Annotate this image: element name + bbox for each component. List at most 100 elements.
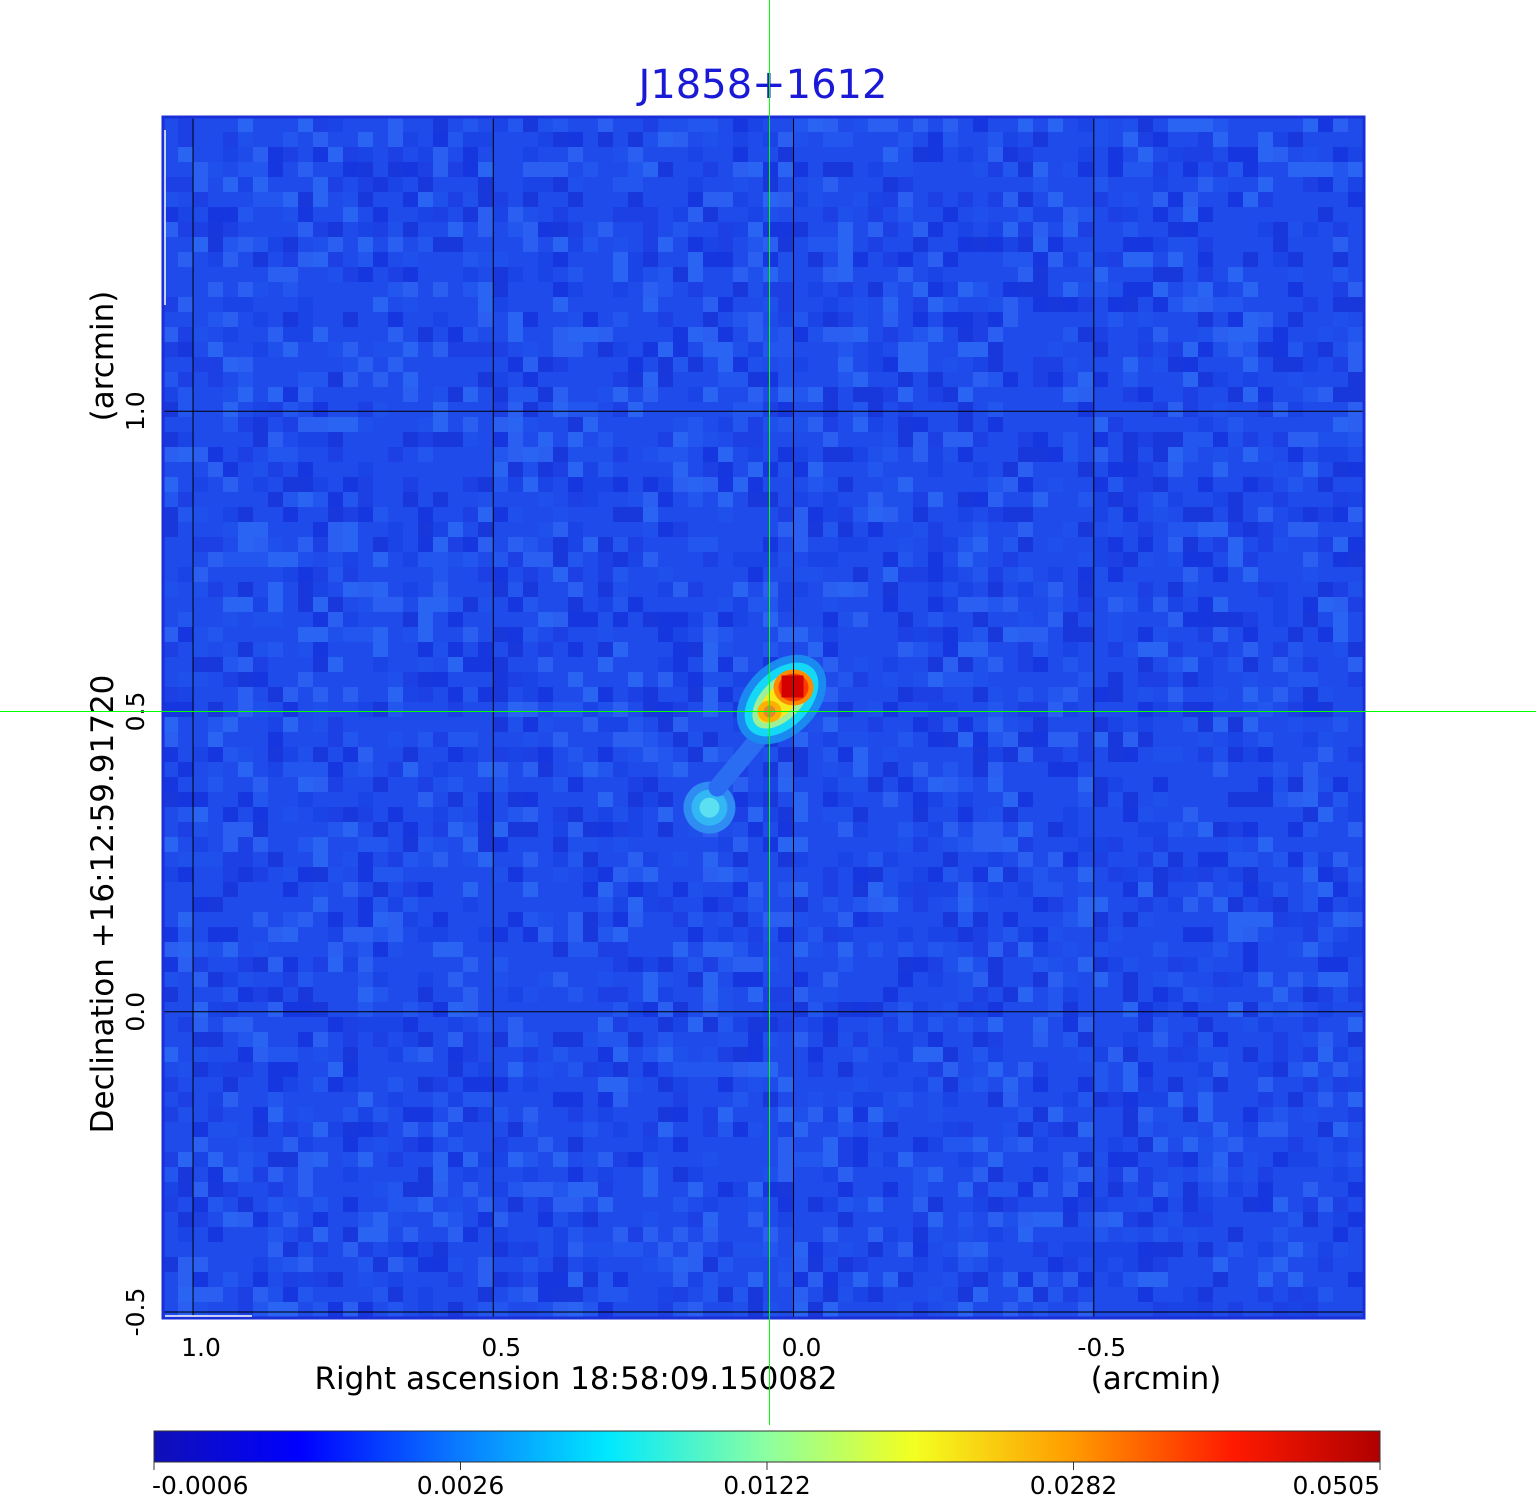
noise-pixel bbox=[283, 1047, 298, 1062]
noise-pixel bbox=[838, 747, 853, 762]
noise-pixel bbox=[253, 627, 268, 642]
noise-pixel bbox=[493, 747, 508, 762]
noise-pixel bbox=[1108, 477, 1123, 492]
noise-pixel bbox=[613, 807, 628, 822]
noise-pixel bbox=[1228, 747, 1243, 762]
noise-pixel bbox=[1108, 597, 1123, 612]
noise-pixel bbox=[448, 1002, 463, 1017]
noise-pixel bbox=[808, 852, 823, 867]
noise-pixel bbox=[958, 1287, 973, 1302]
noise-pixel bbox=[298, 1227, 313, 1242]
noise-pixel bbox=[1273, 1062, 1288, 1077]
noise-pixel bbox=[313, 477, 328, 492]
noise-pixel bbox=[1318, 207, 1333, 222]
noise-pixel bbox=[913, 432, 928, 447]
noise-pixel bbox=[703, 432, 718, 447]
noise-pixel bbox=[943, 537, 958, 552]
noise-pixel bbox=[418, 732, 433, 747]
noise-pixel bbox=[868, 942, 883, 957]
noise-pixel bbox=[283, 1122, 298, 1137]
noise-pixel bbox=[1153, 342, 1168, 357]
noise-pixel bbox=[1318, 747, 1333, 762]
noise-pixel bbox=[883, 402, 898, 417]
noise-pixel bbox=[1108, 882, 1123, 897]
noise-pixel bbox=[1033, 267, 1048, 282]
noise-pixel bbox=[1078, 1152, 1093, 1167]
noise-pixel bbox=[718, 987, 733, 1002]
noise-pixel bbox=[1318, 1092, 1333, 1107]
noise-pixel bbox=[613, 1002, 628, 1017]
noise-pixel bbox=[988, 867, 1003, 882]
noise-pixel bbox=[808, 1197, 823, 1212]
noise-pixel bbox=[988, 192, 1003, 207]
noise-pixel bbox=[1213, 1137, 1228, 1152]
noise-pixel bbox=[1213, 597, 1228, 612]
noise-pixel bbox=[763, 252, 778, 267]
noise-pixel bbox=[883, 522, 898, 537]
noise-pixel bbox=[553, 957, 568, 972]
noise-pixel bbox=[223, 552, 238, 567]
noise-pixel bbox=[943, 867, 958, 882]
noise-pixel bbox=[808, 642, 823, 657]
noise-pixel bbox=[838, 777, 853, 792]
noise-pixel bbox=[688, 192, 703, 207]
noise-pixel bbox=[1348, 417, 1363, 432]
noise-pixel bbox=[1318, 1137, 1333, 1152]
noise-pixel bbox=[778, 777, 793, 792]
noise-pixel bbox=[238, 1152, 253, 1167]
noise-pixel bbox=[553, 357, 568, 372]
noise-pixel bbox=[688, 147, 703, 162]
noise-pixel bbox=[1138, 1287, 1153, 1302]
noise-pixel bbox=[433, 477, 448, 492]
noise-pixel bbox=[868, 357, 883, 372]
noise-pixel bbox=[1228, 852, 1243, 867]
noise-pixel bbox=[658, 747, 673, 762]
noise-pixel bbox=[793, 117, 808, 132]
noise-pixel bbox=[1333, 1272, 1348, 1287]
noise-pixel bbox=[628, 462, 643, 477]
noise-pixel bbox=[313, 1122, 328, 1137]
noise-pixel bbox=[418, 1167, 433, 1182]
noise-pixel bbox=[1108, 312, 1123, 327]
noise-pixel bbox=[823, 987, 838, 1002]
noise-pixel bbox=[283, 882, 298, 897]
noise-pixel bbox=[403, 972, 418, 987]
noise-pixel bbox=[1108, 1152, 1123, 1167]
noise-pixel bbox=[208, 762, 223, 777]
noise-pixel bbox=[553, 1302, 568, 1317]
noise-pixel bbox=[268, 1047, 283, 1062]
noise-pixel bbox=[208, 552, 223, 567]
noise-pixel bbox=[733, 957, 748, 972]
noise-pixel bbox=[703, 732, 718, 747]
noise-pixel bbox=[838, 297, 853, 312]
noise-pixel bbox=[973, 672, 988, 687]
noise-pixel bbox=[328, 732, 343, 747]
noise-pixel bbox=[748, 1137, 763, 1152]
noise-pixel bbox=[568, 762, 583, 777]
noise-pixel bbox=[1108, 1182, 1123, 1197]
noise-pixel bbox=[313, 177, 328, 192]
noise-pixel bbox=[508, 192, 523, 207]
noise-pixel bbox=[763, 897, 778, 912]
noise-pixel bbox=[1123, 357, 1138, 372]
noise-pixel bbox=[1138, 162, 1153, 177]
noise-pixel bbox=[1243, 567, 1258, 582]
noise-pixel bbox=[958, 147, 973, 162]
noise-pixel bbox=[718, 642, 733, 657]
noise-pixel bbox=[418, 597, 433, 612]
noise-pixel bbox=[163, 642, 178, 657]
noise-pixel bbox=[373, 1152, 388, 1167]
noise-pixel bbox=[433, 672, 448, 687]
noise-pixel bbox=[958, 402, 973, 417]
noise-pixel bbox=[1078, 747, 1093, 762]
noise-pixel bbox=[613, 147, 628, 162]
noise-pixel bbox=[1078, 1077, 1093, 1092]
noise-pixel bbox=[763, 342, 778, 357]
noise-pixel bbox=[1288, 777, 1303, 792]
noise-pixel bbox=[988, 807, 1003, 822]
noise-pixel bbox=[1168, 987, 1183, 1002]
noise-pixel bbox=[1033, 1107, 1048, 1122]
noise-pixel bbox=[808, 237, 823, 252]
noise-pixel bbox=[868, 462, 883, 477]
noise-pixel bbox=[1288, 177, 1303, 192]
